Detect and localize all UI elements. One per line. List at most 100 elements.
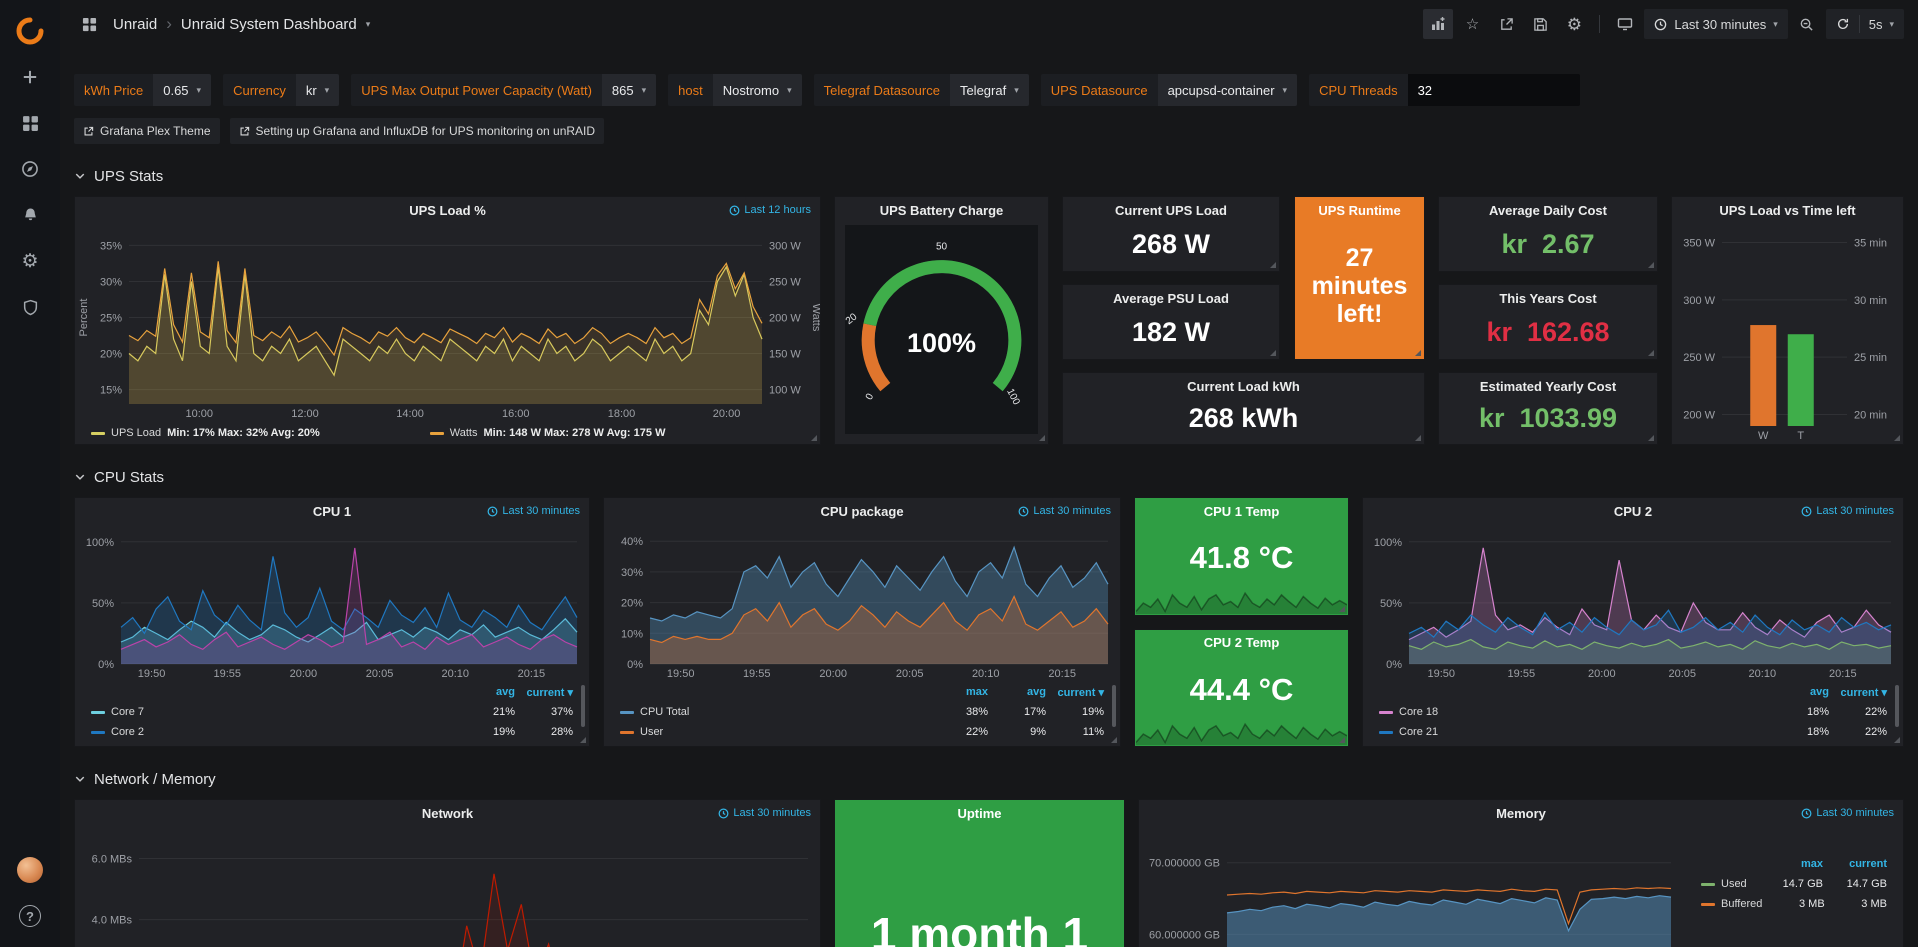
legend-sort-avg[interactable]: avg — [1810, 686, 1829, 698]
panel-this-years-cost: This Years Cost kr 162.68 — [1438, 284, 1658, 360]
variable-value[interactable]: 0.65 ▾ — [153, 74, 212, 106]
legend-row[interactable]: CPU Total 38% 17% 19% — [620, 702, 1104, 722]
variable-value[interactable]: Telegraf ▾ — [949, 74, 1029, 106]
legend-row[interactable]: Core 7 21% 37% — [91, 702, 573, 722]
variable-ups-max-output-power-capacity-watt[interactable]: UPS Max Output Power Capacity (Watt) 865 ▾ — [351, 74, 657, 106]
panel-title[interactable]: Memory — [1496, 805, 1546, 821]
zoom-out-time-button[interactable] — [1792, 9, 1822, 39]
legend-sort-current[interactable]: current — [1849, 858, 1887, 870]
variable-telegraf-datasource[interactable]: Telegraf Datasource Telegraf ▾ — [813, 74, 1029, 106]
cycle-view-mode-button[interactable] — [1610, 9, 1640, 39]
legend-series[interactable]: UPS Load Min: 17% Max: 32% Avg: 20% — [91, 427, 320, 439]
panel-time-override[interactable]: Last 30 minutes — [1018, 505, 1111, 517]
ups-cost-column: Average Daily Cost kr 2.67 This Years Co… — [1438, 196, 1658, 445]
help-button[interactable]: ? — [0, 893, 60, 939]
panel-title[interactable]: Average PSU Load — [1113, 290, 1229, 306]
legend-sort-current[interactable]: current ▾ — [1840, 686, 1887, 699]
legend-row[interactable]: Buffered 3 MB 3 MB — [1701, 894, 1887, 914]
legend-series[interactable]: Watts Min: 148 W Max: 278 W Avg: 175 W — [429, 427, 665, 439]
panel-time-override[interactable]: Last 30 minutes — [487, 505, 580, 517]
legend-sort-avg[interactable]: avg — [496, 686, 515, 698]
sidebar-item-configuration[interactable]: ⚙ — [0, 238, 60, 284]
panel-title[interactable]: Uptime — [957, 805, 1002, 821]
cpu-2-chart[interactable]: 0% 50% 100% 19:50 19:55 20:00 20:05 20:10 20:15 — [1363, 524, 1903, 682]
variable-ups-datasource[interactable]: UPS Datasource apcupsd-container ▾ — [1040, 74, 1298, 106]
variable-value[interactable]: apcupsd-container ▾ — [1157, 74, 1298, 106]
legend-row[interactable]: Core 2 19% 28% — [91, 722, 573, 742]
panel-title[interactable]: CPU 2 Temp — [1203, 635, 1280, 650]
panel-title[interactable]: CPU 1 Temp — [1203, 503, 1280, 519]
legend-scrollbar[interactable] — [1895, 685, 1899, 727]
legend-row[interactable]: User 22% 9% 11% — [620, 722, 1104, 742]
panel-title[interactable]: UPS Runtime — [1318, 202, 1401, 218]
variable-host[interactable]: host Nostromo ▾ — [668, 74, 802, 106]
dashboard-link-setting-up-grafana-and-influxdb-for-ups-monitoring-on-unraid[interactable]: Setting up Grafana and InfluxDB for UPS … — [229, 118, 605, 144]
dashboard-dropdown-caret-icon[interactable]: ▾ — [365, 18, 371, 29]
variable-value[interactable]: Nostromo ▾ — [712, 74, 802, 106]
dashboard-picker-button[interactable] — [74, 9, 104, 39]
variable-kwh-price[interactable]: kWh Price 0.65 ▾ — [74, 74, 212, 106]
panel-title[interactable]: UPS Battery Charge — [879, 202, 1004, 218]
share-dashboard-button[interactable] — [1491, 9, 1521, 39]
legend-scrollbar[interactable] — [1112, 685, 1116, 727]
legend-sort-avg[interactable]: avg — [1027, 686, 1046, 698]
panel-time-override[interactable]: Last 12 hours — [729, 204, 811, 216]
panel-time-override[interactable]: Last 30 minutes — [718, 807, 811, 819]
ups-load-vs-time-chart[interactable]: 200 W 250 W 300 W 350 W 20 min 25 min 30 min 35… — [1672, 223, 1903, 444]
breadcrumb-app[interactable]: Unraid — [113, 15, 158, 33]
variable-value[interactable]: 865 ▾ — [601, 74, 657, 106]
dashboard-settings-button[interactable]: ⚙ — [1559, 9, 1589, 39]
ups-load-chart[interactable]: 15% 20% 25% 30% 35% 100 W 150 W 200 W 250 W 300 W… — [75, 223, 822, 422]
save-dashboard-button[interactable] — [1525, 9, 1555, 39]
panel-title[interactable]: This Years Cost — [1499, 290, 1597, 306]
star-dashboard-button[interactable]: ☆ — [1457, 9, 1487, 39]
panel-title[interactable]: Average Daily Cost — [1488, 202, 1607, 218]
sidebar-item-server-admin[interactable] — [0, 284, 60, 330]
breadcrumb-dashboard-title[interactable]: Unraid System Dashboard — [180, 15, 357, 33]
panel-time-override[interactable]: Last 30 minutes — [1801, 505, 1894, 517]
section-cpu-stats[interactable]: CPU Stats — [74, 465, 1904, 489]
legend-row[interactable]: Core 18 18% 22% — [1379, 702, 1887, 722]
panel-time-override[interactable]: Last 30 minutes — [1801, 807, 1894, 819]
legend-row[interactable]: Used 14.7 GB 14.7 GB — [1701, 874, 1887, 894]
variable-cpu-threads[interactable]: CPU Threads 32 — [1309, 74, 1580, 106]
panel-title[interactable]: CPU 1 — [312, 503, 352, 519]
grafana-logo[interactable] — [0, 8, 60, 54]
refresh-picker[interactable]: 5s ▾ — [1825, 9, 1904, 39]
panel-title[interactable]: CPU 2 — [1613, 503, 1653, 519]
dashboard-link-grafana-plex-theme[interactable]: Grafana Plex Theme — [74, 118, 220, 144]
panel-title[interactable]: Network — [421, 805, 474, 821]
section-network-memory[interactable]: Network / Memory — [74, 767, 1904, 791]
legend-sort-max[interactable]: max — [1800, 858, 1823, 870]
panel-title[interactable]: Current Load kWh — [1187, 378, 1300, 394]
legend-sort-max[interactable]: max — [965, 686, 988, 698]
cpu-package-chart[interactable]: 0% 10% 20% 30% 40% 19:50 19:55 20:00 20:05 20:10 2… — [604, 524, 1120, 682]
variable-currency[interactable]: Currency kr ▾ — [223, 74, 340, 106]
sidebar-item-dashboards[interactable] — [0, 100, 60, 146]
clock-icon — [1801, 808, 1812, 818]
variable-input[interactable]: 32 — [1407, 74, 1580, 106]
user-profile-button[interactable] — [0, 847, 60, 893]
dashboards-icon — [22, 115, 38, 131]
panel-title[interactable]: Estimated Yearly Cost — [1479, 378, 1617, 394]
legend-sort-current[interactable]: current ▾ — [526, 686, 573, 699]
panel-title[interactable]: UPS Load vs Time left — [1719, 202, 1856, 218]
panel-title[interactable]: UPS Load % — [409, 202, 486, 218]
add-panel-button[interactable] — [1423, 9, 1454, 39]
legend-sort-current[interactable]: current ▾ — [1057, 686, 1104, 699]
create-button[interactable] — [0, 54, 60, 100]
variable-value[interactable]: kr ▾ — [295, 74, 340, 106]
battery-gauge[interactable]: 0 20 50 100 100% — [844, 225, 1038, 434]
cpu-1-chart[interactable]: 0% 50% 100% 19:50 19:55 20:00 20:05 20:10 20:15 — [75, 524, 589, 682]
legend-header: avg current ▾ — [1379, 682, 1887, 702]
sidebar-item-explore[interactable] — [0, 146, 60, 192]
panel-title[interactable]: CPU package — [820, 503, 904, 519]
legend-row[interactable]: Core 21 18% 22% — [1379, 722, 1887, 742]
section-ups-stats[interactable]: UPS Stats — [74, 164, 1904, 188]
panel-title[interactable]: Current UPS Load — [1115, 202, 1227, 218]
legend-scrollbar[interactable] — [581, 685, 585, 727]
time-range-picker[interactable]: Last 30 minutes ▾ — [1644, 9, 1788, 39]
sidebar-item-alerting[interactable] — [0, 192, 60, 238]
